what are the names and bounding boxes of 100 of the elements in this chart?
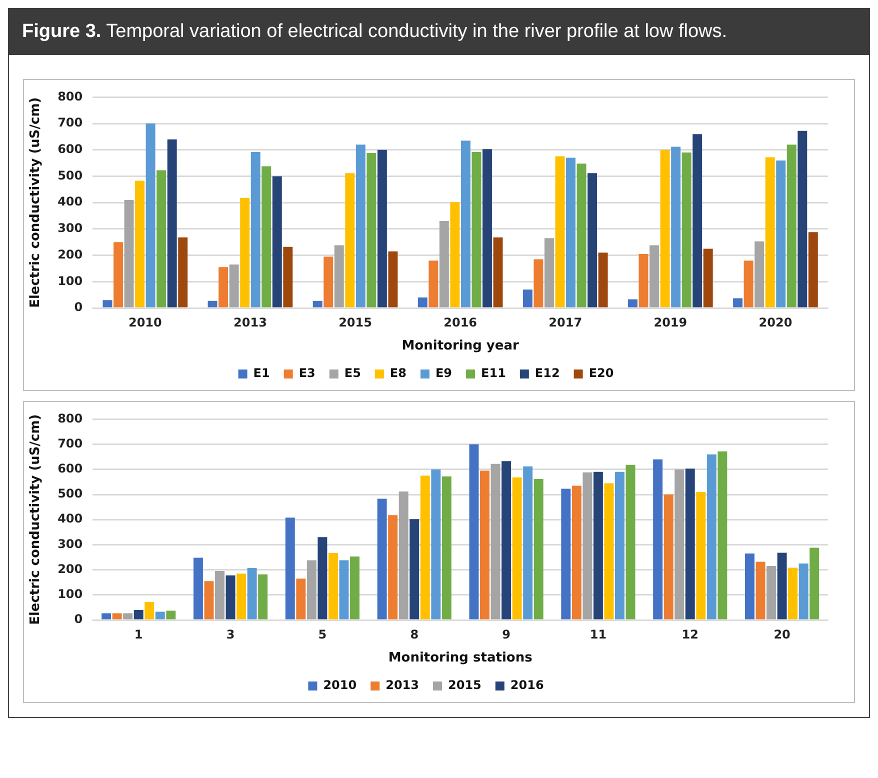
bar — [664, 494, 674, 620]
bar — [226, 575, 236, 620]
legend-label: E20 — [588, 366, 614, 380]
bar — [561, 488, 571, 620]
bar — [493, 237, 503, 308]
x-tick-label: 2010 — [128, 315, 162, 330]
bar — [318, 537, 328, 620]
y-tick-label: 700 — [58, 116, 83, 130]
y-tick-label: 800 — [58, 411, 83, 426]
bar — [215, 571, 224, 620]
bar — [134, 610, 144, 620]
bar — [555, 156, 565, 308]
bar — [166, 610, 176, 620]
x-tick-label: 2017 — [548, 315, 582, 330]
bar — [765, 157, 775, 308]
bar — [247, 568, 257, 620]
bar — [144, 602, 154, 620]
legend-label: 2013 — [386, 678, 420, 692]
bar — [398, 491, 408, 620]
bar — [754, 241, 764, 308]
bar — [114, 242, 123, 308]
bar — [674, 469, 684, 620]
bar — [193, 558, 203, 620]
bar — [808, 232, 818, 308]
x-tick-label: 8 — [410, 627, 419, 642]
bar — [653, 459, 663, 620]
y-tick-label: 300 — [58, 536, 83, 551]
y-axis-title: Electric conductivity (uS/cm) — [28, 414, 44, 625]
bar — [439, 221, 449, 308]
bar — [660, 150, 670, 308]
bar — [366, 153, 376, 308]
bar — [534, 259, 544, 308]
x-tick-label: 2019 — [654, 315, 688, 330]
bar — [377, 498, 387, 620]
bar — [786, 144, 796, 308]
y-tick-label: 0 — [74, 612, 83, 626]
bar — [544, 238, 554, 308]
x-axis-title: Monitoring year — [402, 338, 520, 354]
x-tick-label: 2015 — [338, 315, 372, 330]
bar — [339, 560, 349, 620]
bar — [124, 200, 134, 308]
bar — [377, 150, 387, 308]
y-tick-label: 700 — [58, 436, 83, 450]
bar — [798, 130, 808, 308]
bar — [208, 300, 218, 308]
bar — [745, 553, 754, 620]
bar — [123, 613, 133, 620]
bar — [810, 548, 820, 620]
bar — [135, 180, 145, 308]
legend-label: E8 — [390, 366, 406, 380]
bar — [250, 152, 260, 308]
bar — [283, 246, 293, 308]
x-tick-label: 5 — [318, 627, 327, 642]
bar — [682, 152, 692, 308]
bar — [312, 300, 322, 308]
bar — [593, 472, 603, 620]
legend-label: E3 — [298, 366, 316, 380]
y-tick-label: 500 — [58, 486, 83, 501]
bar — [328, 552, 338, 620]
bar — [706, 454, 716, 620]
bar — [522, 290, 532, 308]
x-tick-label: 12 — [682, 627, 698, 642]
legend-label: E9 — [435, 366, 452, 380]
legend-label: E11 — [481, 366, 506, 380]
bar — [442, 476, 452, 620]
bar — [306, 560, 316, 620]
bar — [588, 173, 598, 308]
x-tick-label: 9 — [502, 627, 510, 642]
y-tick-label: 400 — [58, 194, 83, 209]
bar — [756, 562, 766, 620]
bar — [262, 166, 272, 308]
bar — [703, 248, 713, 308]
bar — [285, 518, 295, 620]
bar — [798, 564, 808, 620]
x-tick-label: 2020 — [758, 315, 792, 330]
x-tick-label: 20 — [774, 627, 790, 642]
bar — [102, 300, 112, 308]
bar — [388, 251, 398, 308]
bar — [744, 260, 754, 308]
y-tick-label: 800 — [58, 89, 83, 104]
bar — [582, 472, 592, 620]
bar — [512, 477, 522, 620]
y-tick-label: 200 — [58, 562, 83, 576]
bar — [334, 245, 344, 308]
bar — [229, 264, 239, 308]
bar — [628, 299, 638, 308]
bar — [696, 492, 706, 620]
bar — [418, 297, 428, 308]
bar — [685, 468, 695, 620]
x-tick-label: 11 — [590, 627, 607, 642]
bar — [204, 581, 214, 620]
x-tick-label: 2013 — [234, 315, 267, 330]
bar — [324, 256, 334, 308]
bar — [469, 444, 479, 620]
bar — [272, 176, 282, 308]
x-tick-label: 3 — [226, 627, 235, 642]
legend-label: 2010 — [323, 678, 357, 692]
bar — [112, 613, 122, 620]
bar — [480, 470, 490, 620]
bar — [472, 152, 482, 308]
